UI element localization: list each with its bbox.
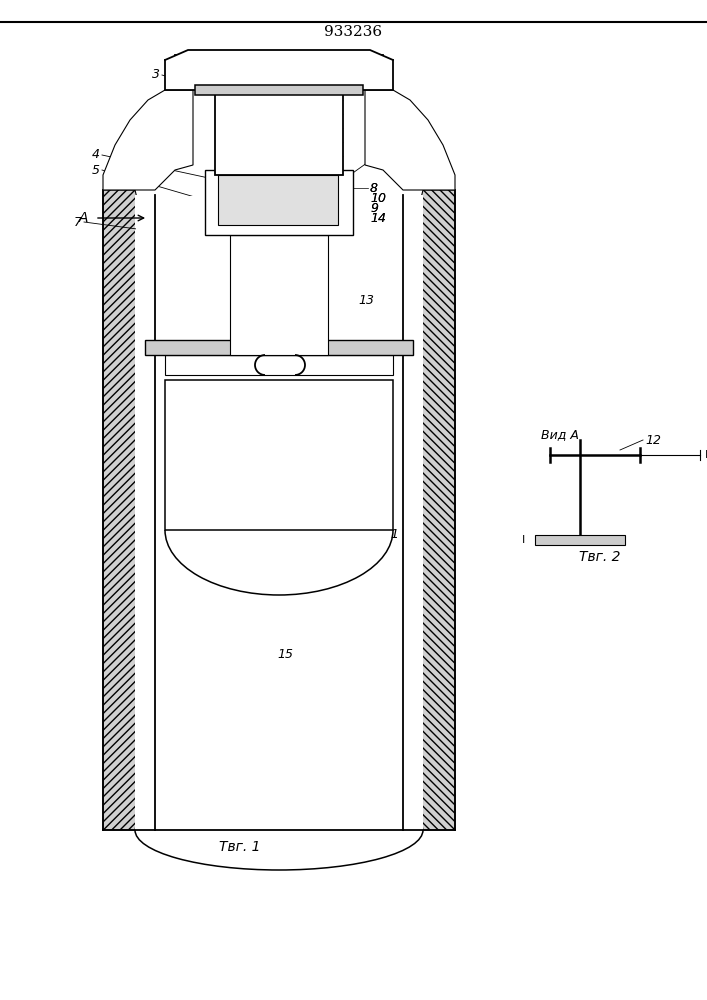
- Polygon shape: [103, 190, 162, 830]
- Polygon shape: [165, 50, 393, 90]
- Text: 9: 9: [370, 202, 378, 215]
- Polygon shape: [215, 90, 343, 175]
- Text: 9: 9: [370, 202, 378, 215]
- Text: 10: 10: [370, 192, 386, 205]
- Polygon shape: [165, 380, 393, 530]
- Text: 2: 2: [345, 64, 353, 77]
- Text: 8: 8: [370, 182, 378, 194]
- Text: Τвг. 1: Τвг. 1: [219, 840, 261, 854]
- Polygon shape: [165, 355, 393, 375]
- Text: 14: 14: [370, 212, 386, 225]
- Polygon shape: [145, 340, 413, 355]
- Text: Τвг. 2: Τвг. 2: [579, 550, 621, 564]
- Text: I: I: [522, 535, 525, 545]
- Text: I: I: [705, 450, 707, 460]
- Bar: [218, 175, 338, 225]
- Text: 14: 14: [370, 212, 386, 225]
- Polygon shape: [135, 195, 423, 830]
- Polygon shape: [230, 235, 328, 355]
- Polygon shape: [365, 90, 455, 190]
- Text: 4: 4: [92, 148, 100, 161]
- Text: 933236: 933236: [324, 25, 382, 39]
- Polygon shape: [535, 535, 625, 545]
- Text: Вид A: Вид A: [541, 428, 579, 442]
- Text: 15: 15: [277, 648, 293, 662]
- Polygon shape: [136, 196, 422, 828]
- Text: 6: 6: [380, 148, 388, 161]
- Polygon shape: [195, 85, 363, 95]
- Text: 3: 3: [152, 68, 160, 82]
- Text: 8: 8: [370, 182, 378, 194]
- Text: 12: 12: [645, 434, 661, 446]
- Text: A: A: [78, 211, 88, 225]
- Polygon shape: [165, 378, 393, 530]
- Polygon shape: [396, 190, 455, 830]
- Text: 13: 13: [358, 294, 374, 306]
- Polygon shape: [205, 170, 353, 235]
- Text: 1: 1: [390, 528, 398, 542]
- Text: 7: 7: [74, 216, 82, 229]
- Polygon shape: [103, 90, 193, 190]
- Text: 10: 10: [370, 192, 386, 205]
- Text: 5: 5: [92, 163, 100, 176]
